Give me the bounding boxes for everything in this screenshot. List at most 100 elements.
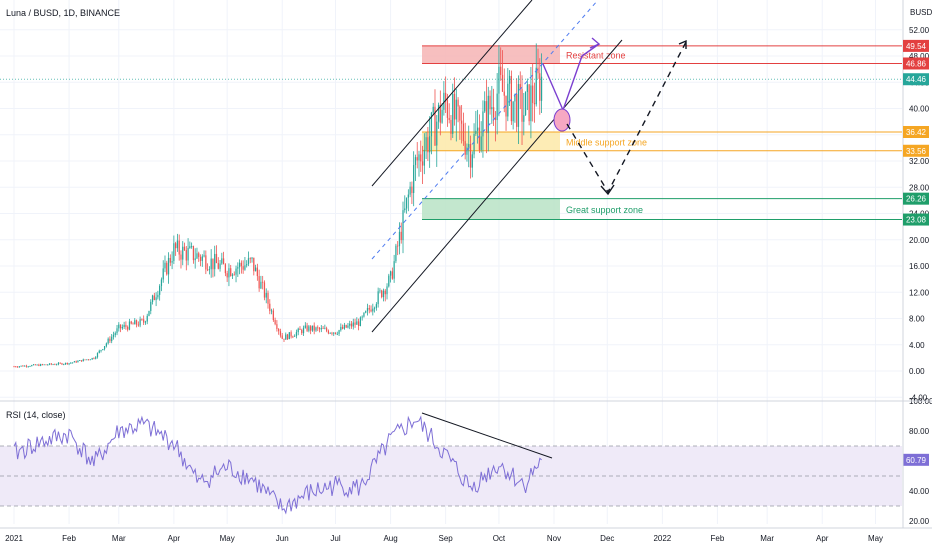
candle-body bbox=[246, 264, 248, 266]
candle-body bbox=[315, 327, 317, 331]
price-badge-label: 23.08 bbox=[906, 216, 927, 225]
candle-body bbox=[421, 161, 424, 166]
candle-body bbox=[510, 75, 512, 122]
candle-body bbox=[327, 330, 330, 334]
rsi-tick-label: 20.00 bbox=[909, 517, 930, 526]
candle-body bbox=[413, 165, 415, 194]
candle-body bbox=[50, 363, 52, 365]
candle-body bbox=[157, 294, 159, 298]
price-badge bbox=[903, 144, 929, 157]
candle-body bbox=[203, 255, 205, 257]
candle-body bbox=[32, 364, 35, 366]
candle-body bbox=[130, 321, 132, 324]
candle-body bbox=[270, 310, 273, 312]
candle-body bbox=[192, 246, 195, 261]
candle-body bbox=[357, 321, 360, 327]
candle-body bbox=[173, 243, 175, 262]
candle-body bbox=[485, 101, 488, 134]
candle-body bbox=[471, 154, 473, 168]
resistant-zone-box bbox=[422, 45, 560, 64]
candle-body bbox=[411, 186, 413, 194]
candle-body bbox=[196, 253, 198, 259]
candle-body bbox=[139, 319, 141, 326]
candle-body bbox=[155, 297, 157, 301]
candle-body bbox=[63, 364, 65, 365]
candle-body bbox=[180, 254, 182, 260]
great-support-zone-box bbox=[422, 198, 560, 220]
candle-body bbox=[215, 253, 218, 264]
candle-body bbox=[356, 321, 358, 325]
candle-body bbox=[320, 328, 322, 330]
candle-body bbox=[290, 332, 292, 337]
candle-body bbox=[416, 157, 418, 161]
candle-body bbox=[503, 91, 505, 96]
candle-body bbox=[436, 121, 438, 146]
candle-body bbox=[233, 274, 235, 276]
candle-body bbox=[87, 359, 90, 361]
candle-body bbox=[269, 303, 271, 311]
candle-body bbox=[222, 258, 225, 265]
bearish-arrowhead bbox=[600, 184, 615, 196]
candle-body bbox=[34, 364, 36, 366]
bullish-arrowhead bbox=[589, 37, 601, 49]
candle-body bbox=[27, 366, 29, 368]
price-badge-label: 33.56 bbox=[906, 147, 927, 156]
candle-body bbox=[514, 94, 516, 102]
candle-body bbox=[368, 308, 370, 310]
candle-body bbox=[265, 292, 267, 298]
candle-body bbox=[418, 154, 420, 161]
candle-body bbox=[80, 360, 83, 362]
candle-body bbox=[91, 357, 93, 360]
candle-body bbox=[429, 136, 431, 153]
candle-body bbox=[121, 326, 123, 329]
candle-body bbox=[311, 325, 314, 331]
time-tick-label: Dec bbox=[600, 534, 614, 543]
candle-body bbox=[475, 130, 477, 135]
candle-body bbox=[210, 258, 212, 270]
candle-body bbox=[125, 324, 127, 327]
candle-body bbox=[276, 324, 278, 329]
candle-body bbox=[22, 365, 24, 367]
candle-body bbox=[102, 349, 104, 350]
candle-body bbox=[251, 257, 253, 259]
candle-body bbox=[86, 359, 88, 361]
candle-body bbox=[393, 261, 395, 279]
candle-body bbox=[366, 308, 369, 312]
candle-body bbox=[166, 262, 168, 275]
resistant-zone-label: Resistant zone bbox=[566, 51, 626, 61]
candle-body bbox=[75, 361, 77, 363]
candle-body bbox=[318, 328, 321, 330]
price-badge-label: 46.86 bbox=[906, 59, 927, 68]
candle-body bbox=[402, 210, 404, 241]
candle-body bbox=[530, 85, 532, 122]
candle-body bbox=[116, 328, 118, 334]
candle-body bbox=[310, 326, 312, 331]
candle-body bbox=[372, 308, 374, 312]
candle-body bbox=[347, 325, 349, 328]
price-tick-label: 40.00 bbox=[909, 105, 930, 114]
candle-body bbox=[40, 364, 42, 366]
candle-body bbox=[47, 364, 49, 366]
candle-body bbox=[491, 107, 493, 110]
candle-body bbox=[382, 290, 385, 298]
candle-body bbox=[77, 360, 79, 363]
candle-body bbox=[340, 326, 342, 331]
candle-body bbox=[404, 208, 406, 211]
candle-body bbox=[230, 268, 232, 276]
candle-body bbox=[297, 328, 299, 333]
candle-body bbox=[199, 256, 202, 261]
candle-body bbox=[389, 271, 392, 276]
candle-body bbox=[247, 258, 250, 265]
candle-body bbox=[462, 123, 465, 142]
candle-body bbox=[217, 263, 219, 269]
candle-body bbox=[301, 329, 303, 334]
time-tick-label: Jul bbox=[330, 534, 340, 543]
candle-body bbox=[167, 257, 170, 275]
price-badge bbox=[903, 73, 929, 86]
candle-body bbox=[84, 359, 86, 361]
candle-body bbox=[326, 328, 328, 331]
candle-body bbox=[134, 320, 136, 325]
candle-body bbox=[281, 335, 283, 339]
candle-body bbox=[185, 250, 187, 261]
